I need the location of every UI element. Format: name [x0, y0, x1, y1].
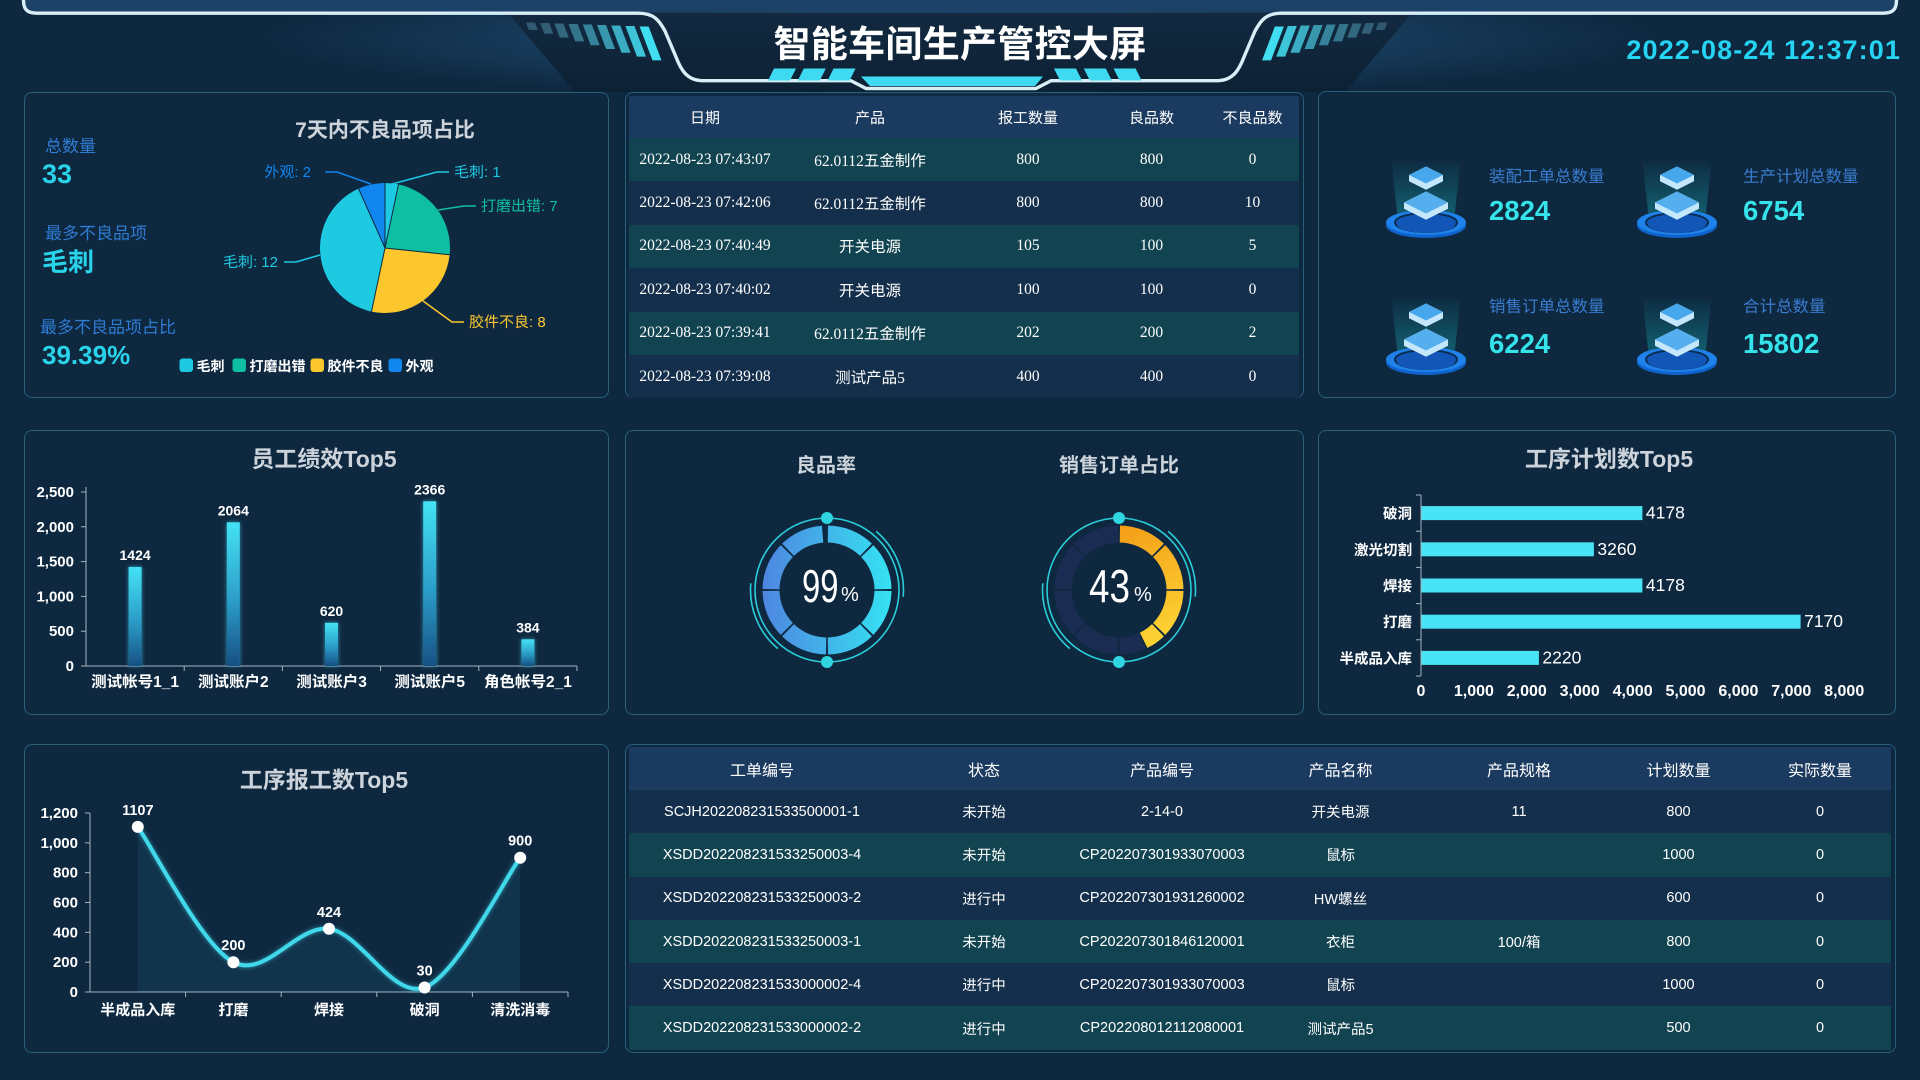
svg-text:智能车间生产管控大屏: 智能车间生产管控大屏: [774, 24, 1147, 65]
svg-text:2022-08-24 12:37:01: 2022-08-24 12:37:01: [1626, 35, 1901, 65]
